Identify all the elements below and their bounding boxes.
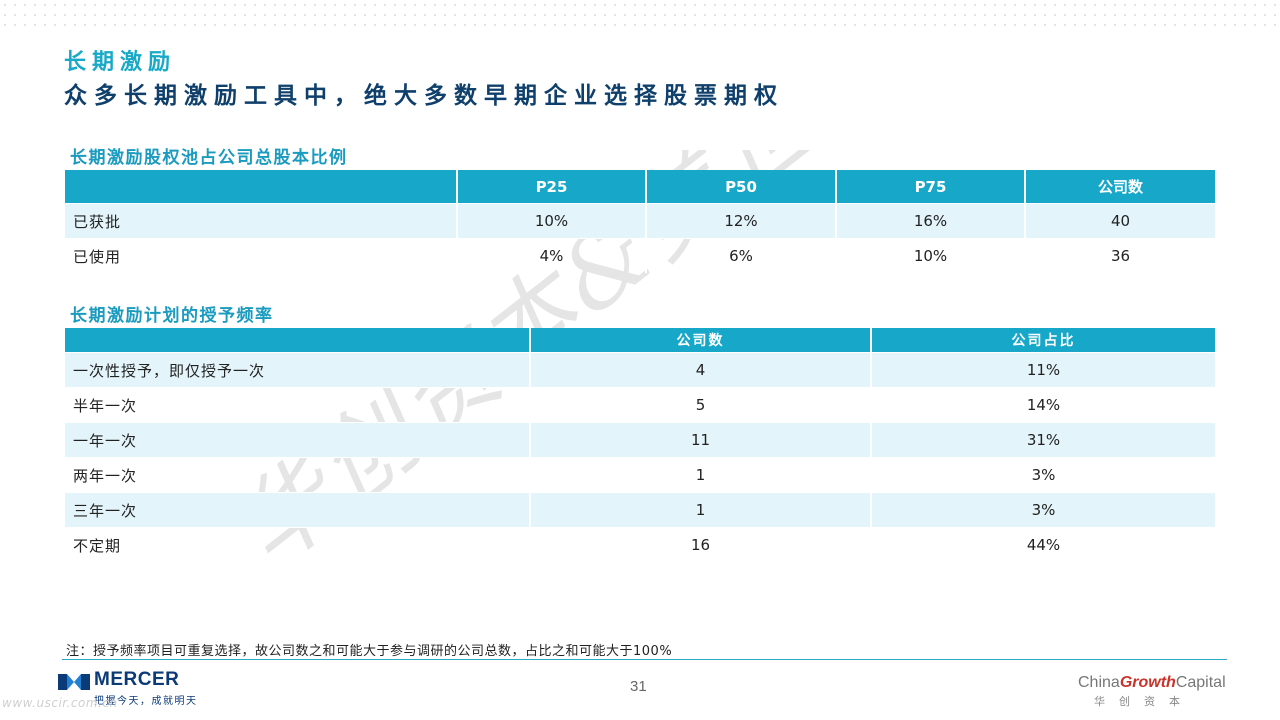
table-cell: 6% [647,238,837,273]
pool-table-header: P25 P50 P75 公司数 [65,170,1215,203]
row-label: 半年一次 [65,387,531,422]
table-cell: 1 [531,457,872,492]
frequency-table-title: 长期激励计划的授予频率 [70,306,274,326]
table-cell: 1 [531,492,872,527]
table-cell: 10% [458,203,647,238]
table-cell: 16 [531,527,872,562]
table-cell: 40 [1026,203,1215,238]
row-label: 两年一次 [65,457,531,492]
column-header [65,170,458,203]
pool-table: P25 P50 P75 公司数 已获批 10% 12% 16% 40 已使用 4… [65,170,1215,273]
mercer-logo-block: MERCER 把握今天，成就明天 [58,668,248,708]
table-cell: 3% [872,457,1215,492]
table-row: 已使用 4% 6% 10% 36 [65,238,1215,273]
page-headline: 众多长期激励工具中，绝大多数早期企业选择股票期权 [64,83,784,109]
table-cell: 16% [837,203,1026,238]
cgc-capital: Capital [1175,674,1226,691]
table-cell: 36 [1026,238,1215,273]
table-row: 一次性授予，即仅授予一次 4 11% [65,352,1215,387]
table-row: 已获批 10% 12% 16% 40 [65,203,1215,238]
watermark-url: www.uscir.com.cn [2,696,118,710]
column-header: P50 [647,170,837,203]
section-label: 长期激励 [64,50,177,75]
table-row: 三年一次 1 3% [65,492,1215,527]
table-cell: 10% [837,238,1026,273]
footer-divider [62,659,1227,660]
row-label: 不定期 [65,527,531,562]
table-cell: 5 [531,387,872,422]
row-label: 已使用 [65,238,458,273]
table-row: 一年一次 11 31% [65,422,1215,457]
header-dot-pattern [0,0,1280,30]
footnote: 注：授予频率项目可重复选择，故公司数之和可能大于参与调研的公司总数，占比之和可能… [66,644,673,659]
table-cell: 12% [647,203,837,238]
cgc-china: China [1078,674,1120,691]
column-header: 公司占比 [872,328,1215,352]
pool-table-title: 长期激励股权池占公司总股本比例 [70,148,348,168]
page-number: 31 [630,678,647,695]
cgc-logo-block: ChinaGrowthCapital 华创资本 [1078,674,1233,714]
cgc-wordmark: ChinaGrowthCapital [1078,674,1233,692]
table-row: 不定期 16 44% [65,527,1215,562]
column-header: 公司数 [1026,170,1215,203]
row-label: 已获批 [65,203,458,238]
table-cell: 11 [531,422,872,457]
column-header: P75 [837,170,1026,203]
table-cell: 31% [872,422,1215,457]
mercer-tagline: 把握今天，成就明天 [94,696,198,707]
row-label: 一次性授予，即仅授予一次 [65,352,531,387]
frequency-table-header: 公司数 公司占比 [65,328,1215,352]
table-cell: 14% [872,387,1215,422]
table-cell: 44% [872,527,1215,562]
mercer-name: MERCER [94,669,180,690]
column-header: 公司数 [531,328,872,352]
column-header [65,328,531,352]
row-label: 三年一次 [65,492,531,527]
table-row: 两年一次 1 3% [65,457,1215,492]
cgc-growth: Growth [1119,674,1176,691]
row-label: 一年一次 [65,422,531,457]
table-cell: 11% [872,352,1215,387]
table-cell: 4% [458,238,647,273]
table-row: 半年一次 5 14% [65,387,1215,422]
table-cell: 4 [531,352,872,387]
column-header: P25 [458,170,647,203]
table-cell: 3% [872,492,1215,527]
cgc-chinese: 华创资本 [1094,695,1194,708]
frequency-table: 公司数 公司占比 一次性授予，即仅授予一次 4 11% 半年一次 5 14% 一… [65,328,1215,562]
mercer-logo-icon [58,674,90,690]
